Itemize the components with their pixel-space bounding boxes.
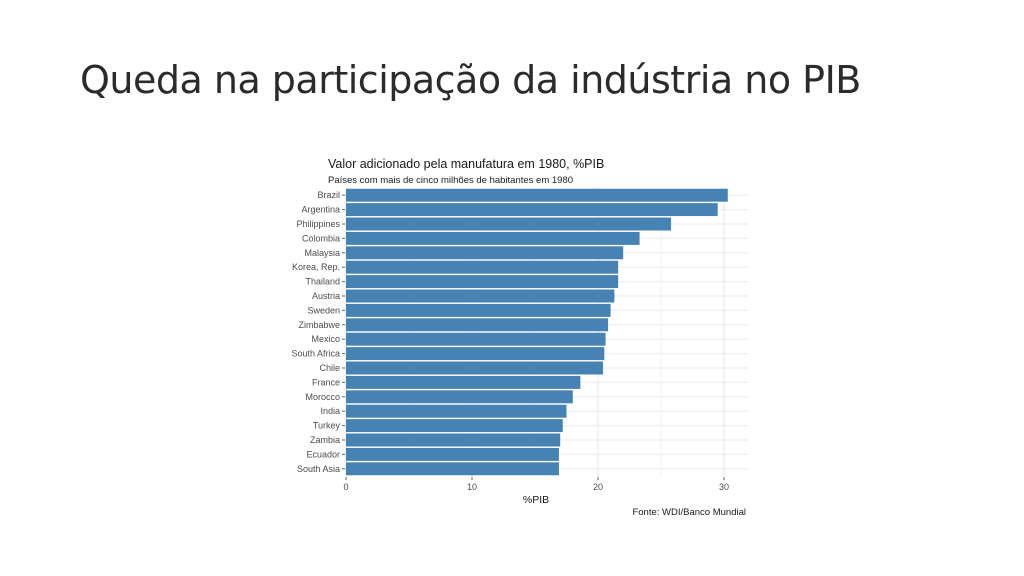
y-tick-label-17: Zambia: [310, 435, 340, 445]
y-tick-label-6: Thailand: [305, 277, 340, 287]
y-tick-label-1: Argentina: [301, 205, 340, 215]
y-tick-label-15: India: [320, 406, 340, 416]
x-axis-title: %PIB: [523, 494, 549, 506]
y-tick-label-9: Zimbabwe: [298, 320, 340, 330]
x-tick-label-1: 10: [467, 482, 477, 492]
bars: [346, 188, 728, 476]
y-tick-label-11: South Africa: [291, 349, 340, 359]
source-note: Fonte: WDI/Banco Mundial: [632, 507, 746, 518]
x-tick-label-2: 20: [593, 482, 603, 492]
bar-brazil: [346, 188, 728, 202]
slide-title: Queda na participação da indústria no PI…: [80, 58, 861, 102]
bar-ecuador: [346, 447, 559, 461]
bar-malaysia: [346, 246, 624, 260]
y-tick-label-10: Mexico: [311, 334, 340, 344]
bar-colombia: [346, 231, 640, 245]
bar-chile: [346, 361, 604, 375]
y-tick-label-18: Ecuador: [306, 449, 340, 459]
bar-korea-rep: [346, 260, 619, 274]
y-tick-label-12: Chile: [319, 363, 340, 373]
bar-south-asia: [346, 462, 559, 476]
y-tick-label-3: Colombia: [302, 233, 340, 243]
y-tick-label-13: France: [312, 377, 340, 387]
bar-austria: [346, 289, 615, 303]
bar-zambia: [346, 433, 561, 447]
bar-mexico: [346, 332, 606, 346]
bar-thailand: [346, 275, 619, 289]
y-tick-label-4: Malaysia: [304, 248, 340, 258]
y-tick-label-19: South Asia: [297, 464, 340, 474]
bar-france: [346, 375, 581, 389]
x-axis-labels: 0 10 20 30: [343, 477, 729, 492]
bar-sweden: [346, 303, 611, 317]
chart-title: Valor adicionado pela manufatura em 1980…: [328, 157, 604, 171]
bar-turkey: [346, 419, 563, 433]
bar-india: [346, 404, 567, 418]
bar-zimbabwe: [346, 318, 609, 332]
bar-philippines: [346, 217, 672, 231]
x-tick-label-3: 30: [719, 482, 729, 492]
y-tick-label-14: Morocco: [305, 392, 340, 402]
bar-south-africa: [346, 347, 605, 361]
y-tick-label-8: Sweden: [307, 305, 340, 315]
y-tick-label-2: Philippines: [296, 219, 340, 229]
x-tick-label-0: 0: [343, 482, 348, 492]
grid-lines: [345, 188, 748, 476]
y-axis-labels: Brazil Argentina Philippines Colombia Malays…: [291, 190, 345, 474]
bar-morocco: [346, 390, 573, 404]
y-tick-label-5: Korea, Rep.: [292, 262, 340, 272]
bar-argentina: [346, 203, 718, 217]
y-tick-label-7: Austria: [312, 291, 340, 301]
chart-subtitle: Países com mais de cinco milhões de habi…: [328, 175, 573, 186]
y-tick-label-16: Turkey: [313, 421, 341, 431]
y-tick-label-0: Brazil: [317, 190, 340, 200]
